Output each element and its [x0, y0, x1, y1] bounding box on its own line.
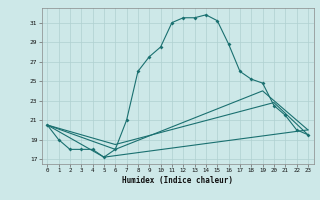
X-axis label: Humidex (Indice chaleur): Humidex (Indice chaleur) [122, 176, 233, 185]
